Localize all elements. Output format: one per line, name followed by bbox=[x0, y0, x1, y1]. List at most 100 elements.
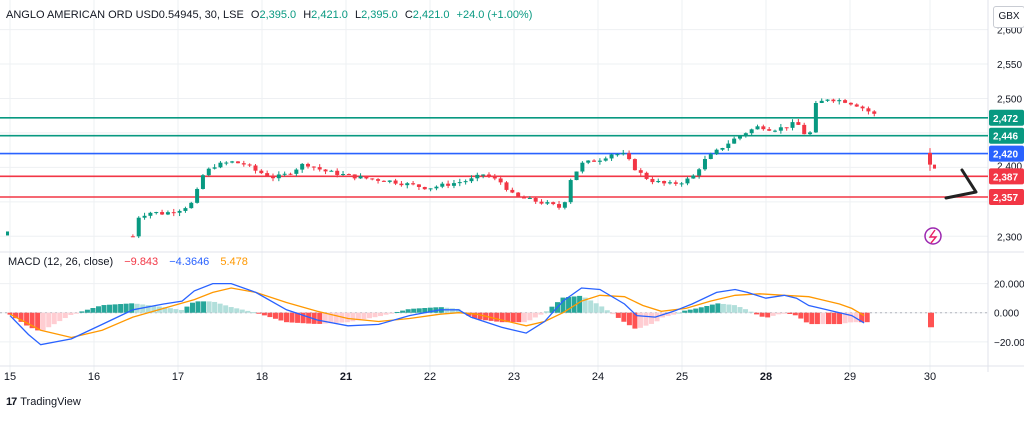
price-level-badge bbox=[989, 127, 1024, 144]
candle-body bbox=[755, 126, 760, 130]
macd-histogram-bar bbox=[201, 301, 207, 313]
candle-body bbox=[720, 148, 725, 150]
macd-histogram-bar bbox=[720, 303, 726, 313]
candle-body bbox=[346, 174, 351, 176]
candle-body bbox=[790, 122, 795, 128]
macd-histogram-bar bbox=[726, 304, 732, 313]
currency-button[interactable]: GBX bbox=[993, 6, 1024, 28]
candle-body bbox=[370, 178, 375, 180]
macd-histogram-bar bbox=[427, 307, 433, 313]
macd-histogram-bar bbox=[284, 312, 290, 323]
macd-histogram-bar bbox=[704, 306, 710, 313]
candle-body bbox=[177, 210, 182, 213]
macd-histogram-bar bbox=[848, 312, 854, 323]
macd-histogram-bar bbox=[621, 312, 627, 322]
candle-body bbox=[749, 129, 754, 134]
open-label: O bbox=[250, 9, 260, 21]
candle-body bbox=[592, 160, 597, 162]
candle-body bbox=[796, 122, 801, 125]
candle-body bbox=[247, 164, 252, 166]
candle-body bbox=[422, 186, 427, 190]
macd-histogram-bar bbox=[505, 312, 511, 323]
macd-histogram-bar bbox=[792, 312, 798, 316]
macd-histogram-bar bbox=[693, 308, 699, 313]
candle-body bbox=[860, 106, 865, 109]
candle-body bbox=[463, 181, 468, 183]
macd-histogram-bar bbox=[101, 305, 107, 313]
macd-histogram-bar bbox=[516, 312, 522, 323]
candle-body bbox=[446, 183, 451, 186]
tradingview-brand[interactable]: 17 TradingView bbox=[6, 396, 81, 408]
candle-body bbox=[434, 186, 439, 189]
price-level-badge bbox=[989, 145, 1024, 162]
macd-value-3: 5.478 bbox=[220, 256, 248, 268]
macd-histogram-bar bbox=[228, 307, 234, 313]
macd-histogram-bar bbox=[46, 312, 52, 328]
price-level-label: 2,472 bbox=[993, 114, 1018, 125]
candle-body bbox=[632, 159, 637, 171]
candle-body bbox=[837, 100, 842, 102]
macd-histogram-bar bbox=[129, 303, 135, 313]
macd-histogram-bar bbox=[184, 306, 190, 313]
candle-body bbox=[784, 127, 789, 129]
macd-histogram-bar bbox=[527, 312, 533, 321]
macd-histogram-bar bbox=[604, 310, 610, 313]
macd-histogram-bar bbox=[577, 295, 583, 313]
candle-body bbox=[323, 169, 328, 172]
macd-histogram-bar bbox=[560, 297, 566, 313]
macd-histogram-bar bbox=[466, 312, 472, 316]
high-value: 2,421.0 bbox=[311, 9, 348, 21]
macd-histogram-bar bbox=[770, 312, 776, 316]
macd-histogram-bar bbox=[145, 305, 151, 313]
candle-body bbox=[609, 154, 614, 159]
candle-body bbox=[212, 167, 217, 169]
macd-histogram-bar bbox=[754, 312, 760, 315]
candle-body bbox=[714, 149, 719, 155]
candle-body bbox=[300, 163, 305, 170]
low-value: 2,395.0 bbox=[361, 9, 398, 21]
macd-histogram-bar bbox=[682, 310, 688, 313]
candle-body bbox=[866, 108, 871, 112]
candle-body bbox=[416, 184, 421, 187]
x-tick-label: 24 bbox=[592, 371, 604, 383]
x-tick-label: 18 bbox=[256, 371, 268, 383]
macd-histogram-bar bbox=[29, 312, 35, 329]
macd-histogram-bar bbox=[859, 312, 865, 323]
price-level-label: 2,387 bbox=[993, 172, 1018, 183]
macd-histogram-bar bbox=[928, 312, 934, 328]
candle-body bbox=[778, 127, 783, 131]
macd-histogram-bar bbox=[361, 312, 367, 320]
candle-body bbox=[130, 236, 135, 238]
candle-body bbox=[522, 196, 527, 199]
macd-histogram-bar bbox=[571, 296, 577, 313]
macd-histogram-bar bbox=[809, 312, 815, 325]
candle-body bbox=[376, 179, 381, 181]
candle-body bbox=[457, 182, 462, 184]
candle-body bbox=[737, 135, 742, 139]
high-label: H bbox=[303, 9, 312, 21]
candle-body bbox=[381, 180, 386, 182]
macd-histogram-bar bbox=[40, 312, 46, 331]
macd-histogram-bar bbox=[51, 312, 57, 325]
low-label: L bbox=[354, 9, 362, 21]
macd-histogram-bar bbox=[676, 312, 682, 314]
candle-body bbox=[206, 168, 211, 176]
macd-histogram-bar bbox=[217, 303, 223, 313]
candle-body bbox=[306, 163, 311, 167]
macd-histogram-bar bbox=[140, 304, 146, 313]
close-value: 2,421.0 bbox=[412, 9, 450, 21]
candle-body bbox=[708, 154, 713, 159]
macd-histogram-bar bbox=[389, 312, 395, 314]
macd-histogram-bar bbox=[411, 308, 417, 313]
x-tick-label: 17 bbox=[172, 371, 184, 383]
macd-histogram-bar bbox=[599, 306, 605, 313]
price-level-label: 2,357 bbox=[993, 193, 1018, 204]
candle-body bbox=[761, 126, 766, 130]
macd-histogram-bar bbox=[820, 312, 826, 325]
macd-histogram-bar bbox=[13, 312, 19, 319]
x-tick-label: 22 bbox=[424, 371, 436, 383]
macd-histogram-bar bbox=[272, 312, 278, 319]
macd-histogram-bar bbox=[189, 302, 195, 313]
